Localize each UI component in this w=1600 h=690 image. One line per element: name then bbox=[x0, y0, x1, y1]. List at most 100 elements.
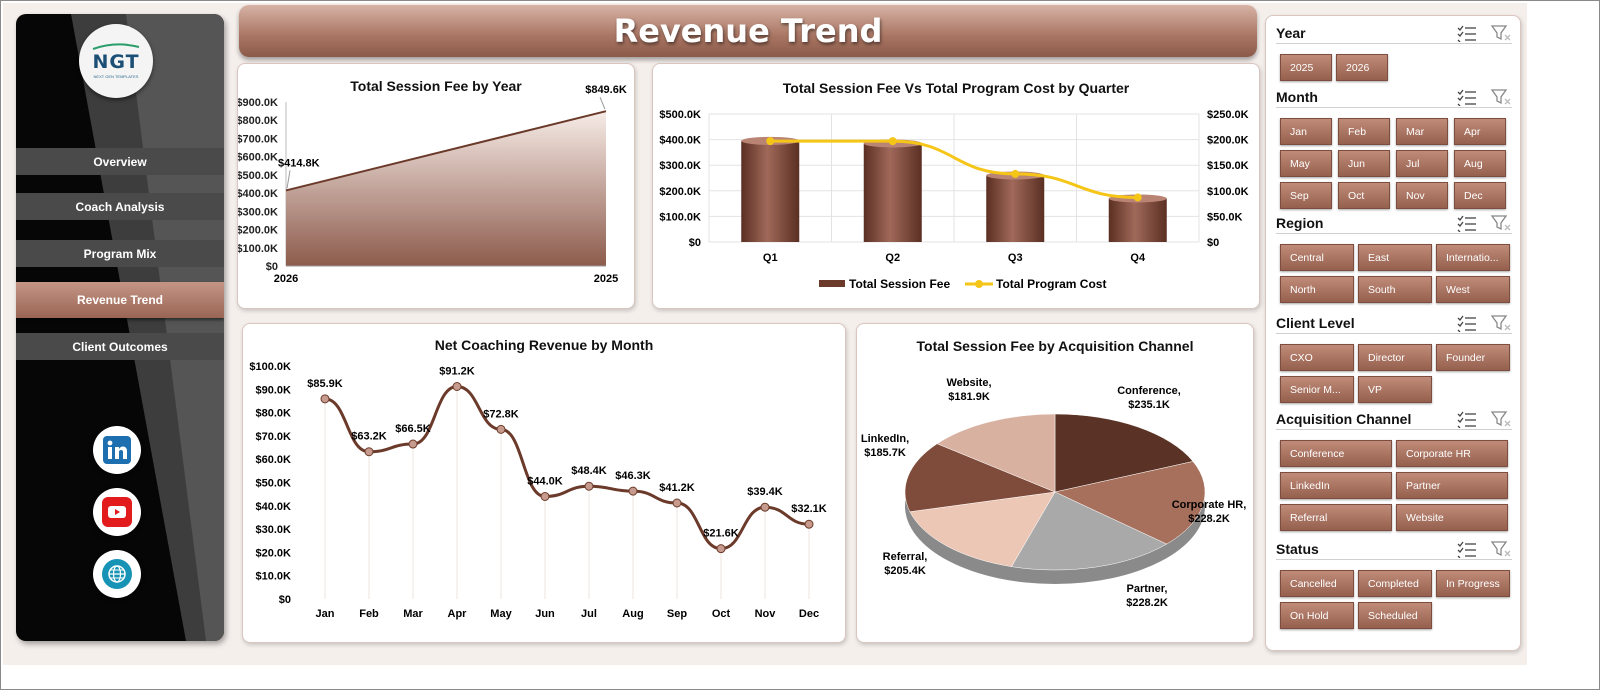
slicer-option-year[interactable]: 2025 bbox=[1280, 54, 1332, 81]
slicer-option-month[interactable]: Dec bbox=[1454, 182, 1506, 209]
line-point bbox=[320, 394, 330, 404]
x-tick-label: Q1 bbox=[763, 252, 778, 264]
slicer-option-month[interactable]: Oct bbox=[1338, 182, 1390, 209]
multi-select-button[interactable] bbox=[1456, 314, 1478, 332]
data-label: $44.0K bbox=[527, 475, 563, 487]
clear-filter-button[interactable] bbox=[1490, 88, 1512, 106]
slicer-title: Month bbox=[1276, 88, 1318, 105]
y2-tick-label: $100.0K bbox=[1207, 186, 1249, 198]
website-button[interactable] bbox=[93, 550, 141, 598]
line-point bbox=[408, 439, 418, 449]
y2-tick-label: $50.0K bbox=[1207, 211, 1243, 223]
clear-filter-icon[interactable] bbox=[1490, 214, 1512, 232]
slicer-option-client_level[interactable]: VP bbox=[1358, 376, 1432, 403]
clear-filter-icon[interactable] bbox=[1490, 540, 1512, 558]
slicer-option-month[interactable]: May bbox=[1280, 150, 1332, 177]
y-tick-label: $50.0K bbox=[256, 478, 292, 490]
slicer-option-acquisition[interactable]: Corporate HR bbox=[1396, 440, 1508, 467]
slicer-option-acquisition[interactable]: Conference bbox=[1280, 440, 1392, 467]
pie-chart: Conference, $235.1K Corporate HR, $228.2K Pa… bbox=[861, 377, 1246, 609]
slicer-option-month[interactable]: Nov bbox=[1396, 182, 1448, 209]
data-label: $39.4K bbox=[747, 486, 783, 498]
slicer-option-month[interactable]: Sep bbox=[1280, 182, 1332, 209]
clear-filter-icon[interactable] bbox=[1490, 314, 1512, 332]
multi-select-button[interactable] bbox=[1456, 540, 1478, 558]
slicer-option-status[interactable]: Completed bbox=[1358, 570, 1432, 597]
slicer-option-acquisition[interactable]: Website bbox=[1396, 504, 1508, 531]
multi-select-icon[interactable] bbox=[1456, 88, 1478, 106]
multi-select-icon[interactable] bbox=[1456, 314, 1478, 332]
clear-filter-icon[interactable] bbox=[1490, 410, 1512, 428]
x-tick-label: Nov bbox=[755, 608, 777, 620]
slicer-option-region[interactable]: West bbox=[1436, 276, 1510, 303]
multi-select-button[interactable] bbox=[1456, 410, 1478, 428]
slicer-option-region[interactable]: Central bbox=[1280, 244, 1354, 271]
slicer-option-year[interactable]: 2026 bbox=[1336, 54, 1388, 81]
slicer-option-region[interactable]: East bbox=[1358, 244, 1432, 271]
slicer-option-client_level[interactable]: CXO bbox=[1280, 344, 1354, 371]
slicer-option-client_level[interactable]: Senior M... bbox=[1280, 376, 1354, 403]
clear-filter-icon[interactable] bbox=[1490, 88, 1512, 106]
nav-label: Overview bbox=[93, 154, 147, 169]
nav-overview[interactable]: Overview bbox=[16, 148, 224, 175]
bar bbox=[863, 143, 922, 242]
y-tick-label: $0 bbox=[279, 594, 291, 606]
slicer-option-month[interactable]: Jul bbox=[1396, 150, 1448, 177]
multi-select-icon[interactable] bbox=[1456, 214, 1478, 232]
y-tick-label: $0 bbox=[266, 261, 278, 273]
logo-subtitle: NEXT GEN TEMPLATES bbox=[93, 74, 139, 79]
data-label: $63.2K bbox=[351, 431, 387, 443]
chart-card-fee-vs-cost: Total Session Fee Vs Total Program Cost … bbox=[652, 63, 1260, 309]
slicer-option-status[interactable]: In Progress bbox=[1436, 570, 1510, 597]
y-tick-label: $90.0K bbox=[256, 384, 292, 396]
slicer-option-client_level[interactable]: Founder bbox=[1436, 344, 1510, 371]
slicer-option-acquisition[interactable]: Partner bbox=[1396, 472, 1508, 499]
multi-select-button[interactable] bbox=[1456, 88, 1478, 106]
multi-select-button[interactable] bbox=[1456, 24, 1478, 42]
nav-revenue-trend[interactable]: Revenue Trend bbox=[16, 282, 224, 318]
series-line bbox=[324, 385, 810, 551]
slicer-option-status[interactable]: Cancelled bbox=[1280, 570, 1354, 597]
multi-select-icon[interactable] bbox=[1456, 540, 1478, 558]
data-label-leader bbox=[286, 170, 291, 189]
clear-filter-button[interactable] bbox=[1490, 540, 1512, 558]
multi-select-button[interactable] bbox=[1456, 214, 1478, 232]
chart-card-fee-by-channel: Total Session Fee by Acquisition Channel… bbox=[856, 323, 1254, 643]
logo-swoosh-icon bbox=[92, 43, 140, 50]
youtube-button[interactable] bbox=[93, 488, 141, 536]
multi-select-icon[interactable] bbox=[1456, 410, 1478, 428]
y-tick-label: $700.0K bbox=[238, 133, 278, 145]
linkedin-button[interactable] bbox=[93, 426, 141, 474]
nav-client-outcomes[interactable]: Client Outcomes bbox=[16, 333, 224, 360]
slicer-option-month[interactable]: Apr bbox=[1454, 118, 1506, 145]
clear-filter-button[interactable] bbox=[1490, 24, 1512, 42]
y2-tick-label: $0 bbox=[1207, 237, 1219, 249]
data-label: $85.9K bbox=[307, 378, 343, 390]
clear-filter-button[interactable] bbox=[1490, 214, 1512, 232]
slicer-option-region[interactable]: South bbox=[1358, 276, 1432, 303]
slicer-option-month[interactable]: Jun bbox=[1338, 150, 1390, 177]
slicer-option-month[interactable]: Feb bbox=[1338, 118, 1390, 145]
slicer-option-acquisition[interactable]: Referral bbox=[1280, 504, 1392, 531]
slicer-option-region[interactable]: Internatio... bbox=[1436, 244, 1510, 271]
y-tick-label: $300.0K bbox=[659, 160, 701, 172]
slicer-option-month[interactable]: Aug bbox=[1454, 150, 1506, 177]
slicer-option-status[interactable]: On Hold bbox=[1280, 602, 1354, 629]
slicer-option-region[interactable]: North bbox=[1280, 276, 1354, 303]
clear-filter-button[interactable] bbox=[1490, 314, 1512, 332]
x-tick-label: Oct bbox=[712, 608, 731, 620]
clear-filter-button[interactable] bbox=[1490, 410, 1512, 428]
line-point bbox=[364, 447, 374, 457]
slicer-option-month[interactable]: Mar bbox=[1396, 118, 1448, 145]
multi-select-icon[interactable] bbox=[1456, 24, 1478, 42]
slicer-option-status[interactable]: Scheduled bbox=[1358, 602, 1432, 629]
clear-filter-icon[interactable] bbox=[1490, 24, 1512, 42]
slicer-option-month[interactable]: Jan bbox=[1280, 118, 1332, 145]
x-tick-label: Sep bbox=[667, 608, 687, 620]
slicer-option-acquisition[interactable]: LinkedIn bbox=[1280, 472, 1392, 499]
bar bbox=[741, 140, 800, 242]
slicer-option-client_level[interactable]: Director bbox=[1358, 344, 1432, 371]
line-point bbox=[766, 137, 775, 146]
nav-coach-analysis[interactable]: Coach Analysis bbox=[16, 193, 224, 220]
nav-program-mix[interactable]: Program Mix bbox=[16, 240, 224, 267]
